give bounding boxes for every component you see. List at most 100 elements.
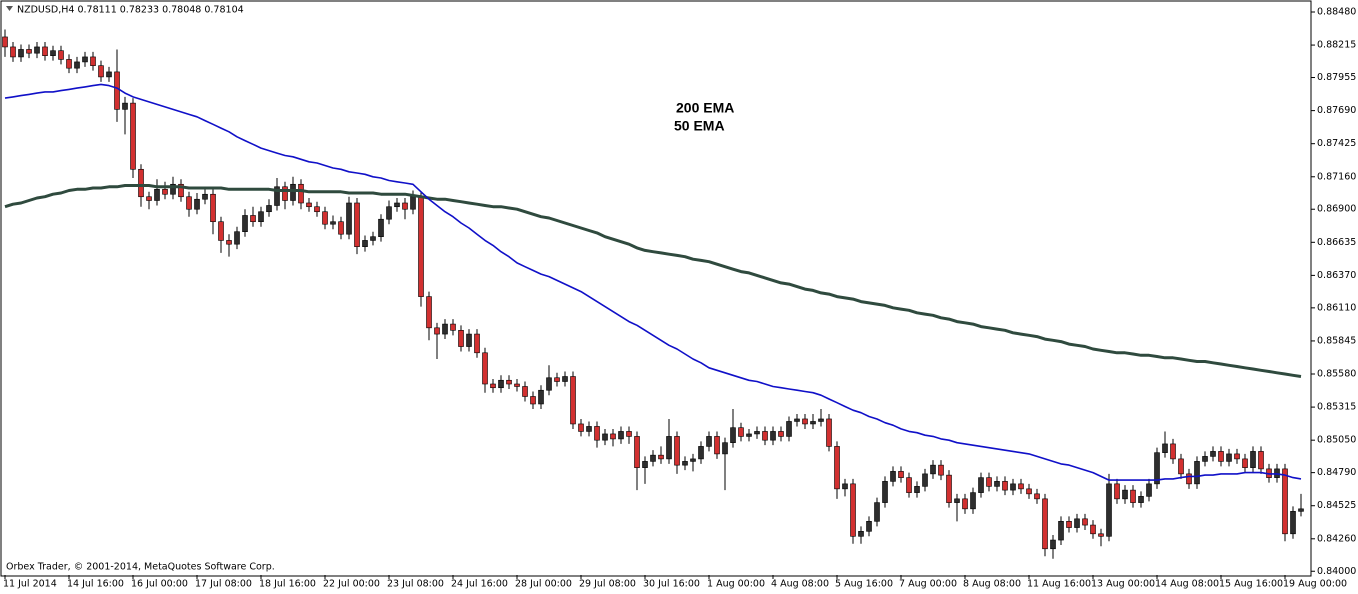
candle-body	[482, 352, 488, 385]
candle-body	[722, 442, 728, 455]
candle-body	[1282, 468, 1288, 535]
candle-body	[570, 376, 576, 425]
y-tick-label: 0.84260	[1317, 533, 1356, 544]
candle-body	[506, 379, 512, 385]
y-tick-label: 0.84790	[1317, 467, 1356, 478]
y-tick-label: 0.85845	[1317, 335, 1356, 346]
candle-body	[586, 426, 592, 432]
candle-body	[490, 383, 496, 389]
candle-body	[466, 333, 472, 347]
candle-body	[50, 50, 56, 56]
candle-body	[778, 431, 784, 437]
x-tick-label: 14 Jul 16:00	[67, 579, 124, 590]
candle-body	[34, 46, 40, 54]
candle-body	[626, 431, 632, 437]
candle-body	[546, 377, 552, 391]
candle-body	[978, 477, 984, 493]
y-tick-label: 0.87955	[1317, 72, 1356, 83]
candle-body	[1130, 489, 1136, 503]
candle-body	[538, 389, 544, 405]
candle-body	[218, 221, 224, 241]
candle-body	[1298, 508, 1304, 512]
y-tick-label: 0.87690	[1317, 105, 1356, 116]
candle-body	[746, 433, 752, 437]
y-tick-label: 0.85050	[1317, 435, 1356, 446]
y-tick-label: 0.84000	[1317, 566, 1356, 577]
candle-body	[362, 240, 368, 247]
candle-body	[1194, 461, 1200, 485]
candle-body	[1106, 483, 1112, 537]
y-tick-label: 0.86110	[1317, 302, 1356, 313]
candle-body	[346, 202, 352, 235]
candle-body	[1066, 521, 1072, 528]
candle-body	[1170, 443, 1176, 460]
candle-body	[66, 59, 72, 69]
candle-body	[458, 330, 464, 347]
candle-body	[314, 206, 320, 213]
x-tick-label: 11 Aug 16:00	[1027, 579, 1091, 590]
x-tick-label: 7 Aug 00:00	[899, 579, 957, 590]
candle-body	[450, 323, 456, 331]
candle-body	[890, 471, 896, 482]
candle-body	[298, 183, 304, 204]
candle-body	[1114, 483, 1120, 500]
candle-body	[306, 202, 312, 208]
candle-body	[738, 427, 744, 437]
candle-body	[962, 498, 968, 510]
candle-body	[578, 423, 584, 432]
x-tick-label: 11 Jul 2014	[3, 579, 57, 590]
candle-body	[1090, 524, 1096, 535]
candle-body	[386, 206, 392, 220]
candle-body	[378, 218, 384, 237]
x-tick-label: 5 Aug 16:00	[835, 579, 893, 590]
candle-body	[138, 168, 144, 198]
candle-body	[610, 433, 616, 440]
candle-body	[74, 61, 80, 69]
candle-body	[1178, 458, 1184, 475]
candle-body	[682, 461, 688, 466]
ema-50-label: 50 EMA	[674, 118, 725, 134]
y-tick-label: 0.88215	[1317, 40, 1356, 51]
candle-body	[42, 46, 48, 56]
candle-body	[810, 421, 816, 425]
candle-body	[226, 240, 232, 245]
candle-body	[2, 36, 8, 48]
y-tick-label: 0.86370	[1317, 270, 1356, 281]
candle-body	[754, 431, 760, 435]
candle-body	[842, 483, 848, 490]
candle-body	[418, 196, 424, 297]
candle-body	[266, 205, 272, 213]
x-tick-label: 17 Jul 08:00	[195, 579, 252, 590]
candle-body	[1250, 451, 1256, 468]
x-tick-label: 15 Aug 16:00	[1219, 579, 1283, 590]
candle-body	[234, 231, 240, 245]
candle-body	[874, 502, 880, 522]
y-tick-label: 0.87160	[1317, 171, 1356, 182]
candle-body	[290, 183, 296, 201]
candle-body	[258, 211, 264, 223]
candle-body	[554, 377, 560, 382]
candle-body	[82, 56, 88, 63]
candle-body	[1034, 493, 1040, 500]
candle-body	[1210, 451, 1216, 457]
candle-body	[1050, 539, 1056, 550]
candle-body	[914, 486, 920, 493]
candle-body	[1098, 533, 1104, 537]
candle-body	[1010, 483, 1016, 491]
candle-body	[1154, 452, 1160, 485]
candle-body	[882, 481, 888, 503]
candle-body	[802, 418, 808, 425]
candle-body	[106, 71, 112, 78]
candle-body	[946, 474, 952, 503]
x-tick-label: 14 Aug 08:00	[1155, 579, 1219, 590]
candle-body	[818, 418, 824, 422]
x-tick-label: 4 Aug 08:00	[771, 579, 829, 590]
candle-body	[1218, 451, 1224, 462]
candle-body	[938, 464, 944, 476]
candle-body	[18, 49, 24, 58]
candle-body	[1258, 451, 1264, 470]
candle-body	[922, 473, 928, 487]
candle-body	[714, 436, 720, 455]
candle-body	[666, 436, 672, 460]
